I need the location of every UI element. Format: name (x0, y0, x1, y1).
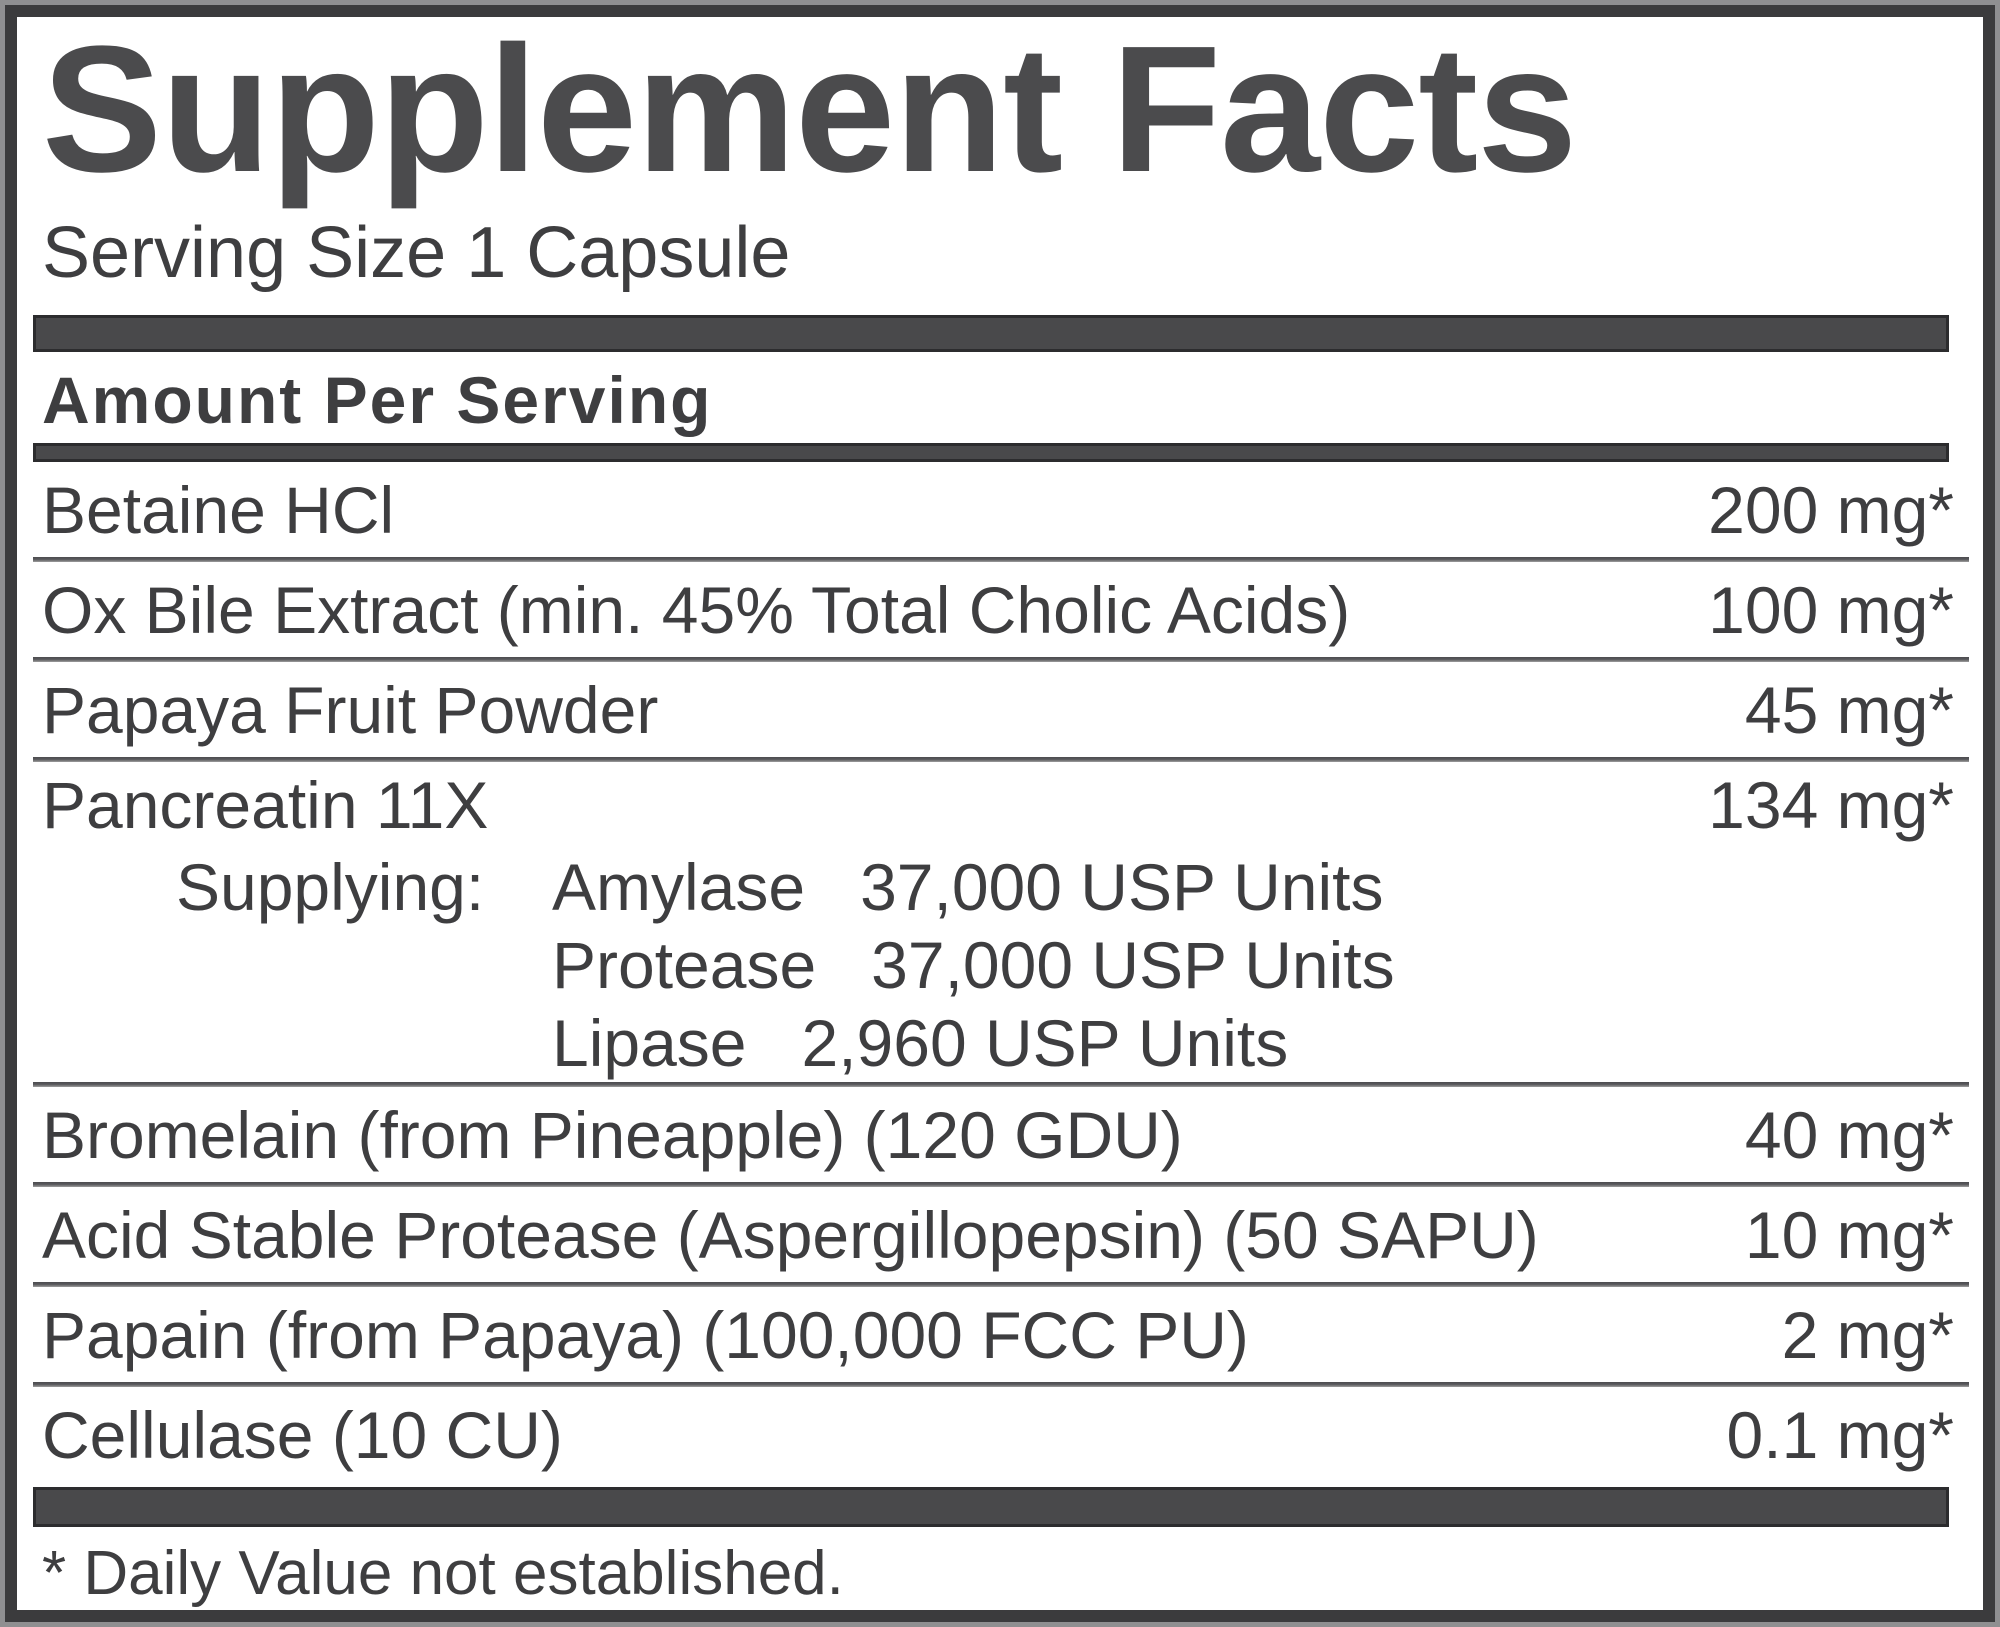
supplying-enzyme-list: Amylase 37,000 USP Units Protease 37,000… (552, 848, 1395, 1082)
ingredient-row-betaine-hcl: Betaine HCl 200 mg* (33, 462, 1969, 557)
row-separator (33, 757, 1969, 762)
ingredient-row-acid-stable-protease: Acid Stable Protease (Aspergillopepsin) … (33, 1187, 1969, 1282)
amount-per-serving-header: Amount Per Serving (42, 363, 713, 437)
ingredient-name: Bromelain (from Pineapple) (120 GDU) (42, 1097, 1183, 1172)
row-separator (33, 1082, 1969, 1087)
ingredient-row-bromelain: Bromelain (from Pineapple) (120 GDU) 40 … (33, 1087, 1969, 1182)
enzyme-name: Lipase (552, 1006, 747, 1080)
pancreatin-supplying-block: Supplying: Amylase 37,000 USP Units Prot… (33, 848, 1969, 1082)
ingredient-amount: 134 mg* (1708, 768, 1954, 842)
enzyme-name: Amylase (552, 850, 806, 924)
divider-bar-header (33, 443, 1949, 462)
row-separator (33, 657, 1969, 662)
ingredient-row-papaya-fruit-powder: Papaya Fruit Powder 45 mg* (33, 662, 1969, 757)
ingredient-name: Ox Bile Extract (min. 45% Total Cholic A… (42, 572, 1351, 647)
enzyme-value: 2,960 USP Units (801, 1006, 1289, 1080)
ingredient-row-ox-bile-extract: Ox Bile Extract (min. 45% Total Cholic A… (33, 562, 1969, 657)
ingredient-name: Acid Stable Protease (Aspergillopepsin) … (42, 1197, 1539, 1272)
enzyme-value: 37,000 USP Units (860, 850, 1384, 924)
ingredient-amount: 2 mg* (1781, 1297, 1954, 1372)
page-title: Supplement Facts (42, 9, 1577, 210)
ingredient-name: Cellulase (10 CU) (42, 1397, 563, 1472)
ingredient-row-pancreatin: Pancreatin 11X 134 mg* (33, 762, 1969, 848)
row-separator (33, 1382, 1969, 1387)
row-separator (33, 1182, 1969, 1187)
footnote: * Daily Value not established. (42, 1539, 844, 1608)
supplying-enzyme-lipase: Lipase 2,960 USP Units (552, 1004, 1395, 1082)
divider-bar-top (33, 315, 1949, 352)
row-separator (33, 1282, 1969, 1287)
divider-bar-bottom (33, 1487, 1949, 1527)
label-panel: Supplement Facts Serving Size 1 Capsule … (5, 5, 1995, 1622)
supplying-label: Supplying: (176, 850, 485, 924)
supplying-enzyme-amylase: Amylase 37,000 USP Units (552, 848, 1395, 926)
serving-size-text: Serving Size 1 Capsule (42, 213, 791, 293)
ingredient-amount: 200 mg* (1708, 472, 1954, 547)
ingredient-row-papain: Papain (from Papaya) (100,000 FCC PU) 2 … (33, 1287, 1969, 1382)
ingredient-amount: 0.1 mg* (1726, 1397, 1954, 1472)
supplying-enzyme-protease: Protease 37,000 USP Units (552, 926, 1395, 1004)
enzyme-name: Protease (552, 928, 817, 1002)
enzyme-value: 37,000 USP Units (871, 928, 1395, 1002)
ingredient-amount: 45 mg* (1744, 672, 1954, 747)
ingredient-amount: 40 mg* (1744, 1097, 1954, 1172)
ingredient-amount: 10 mg* (1744, 1197, 1954, 1272)
ingredient-name: Pancreatin 11X (42, 768, 489, 842)
ingredient-name: Papaya Fruit Powder (42, 672, 659, 747)
ingredient-amount: 100 mg* (1708, 572, 1954, 647)
row-separator (33, 557, 1969, 562)
ingredient-row-cellulase: Cellulase (10 CU) 0.1 mg* (33, 1387, 1969, 1482)
ingredient-name: Papain (from Papaya) (100,000 FCC PU) (42, 1297, 1249, 1372)
ingredient-name: Betaine HCl (42, 472, 395, 547)
